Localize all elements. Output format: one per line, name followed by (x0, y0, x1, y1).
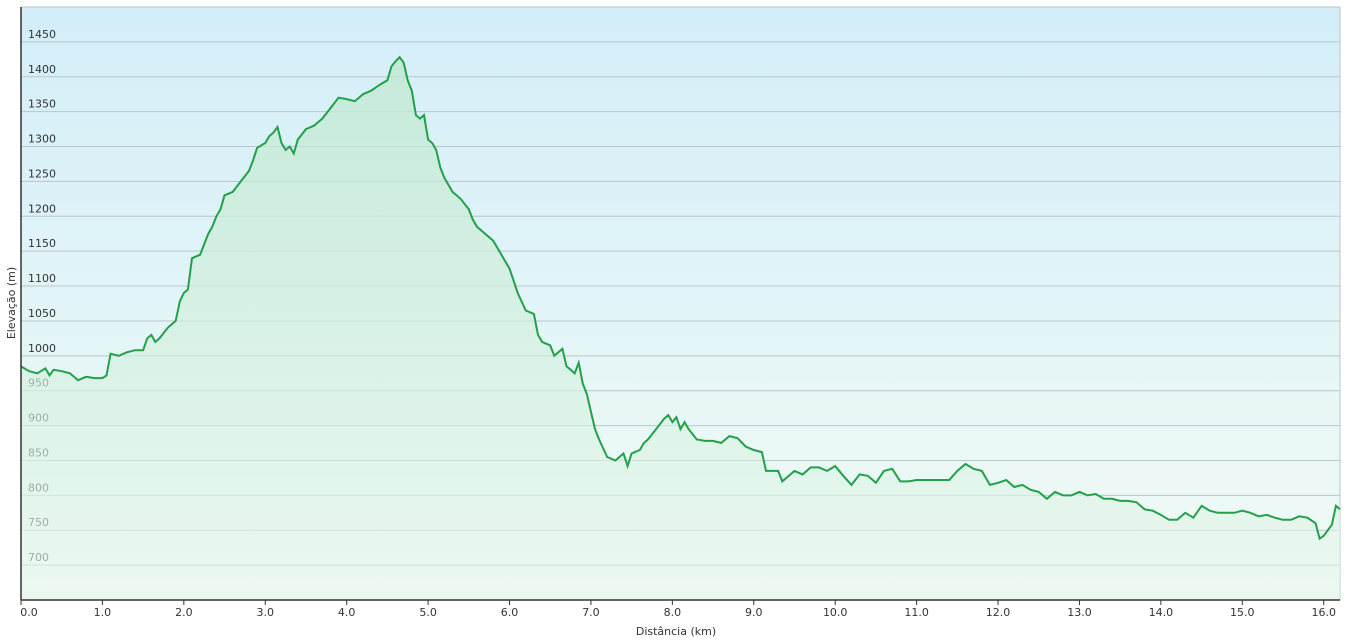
line (20, 55, 1341, 541)
y-tick-label: 1450 (28, 28, 56, 41)
y-tick-label: 1200 (28, 202, 56, 215)
x-tick-label: 9.0 (745, 606, 763, 619)
x-tick-label: 15.0 (1230, 606, 1255, 619)
x-tick-label: 14.0 (1149, 606, 1174, 619)
x-tick-label: 6.0 (501, 606, 519, 619)
y-tick-label: 1150 (28, 237, 56, 250)
y-tick-label: 1000 (28, 342, 56, 355)
x-tick-label: 3.0 (257, 606, 275, 619)
x-tick-label: 10.0 (823, 606, 848, 619)
y-tick-label: 1400 (28, 63, 56, 76)
y-tick-label: 1100 (28, 272, 56, 285)
x-tick-label: 13.0 (1067, 606, 1092, 619)
x-tick-label: 0.0 (20, 606, 38, 619)
y-tick-label: 1350 (28, 98, 56, 111)
area (21, 57, 1340, 600)
x-axis-title: Distância (km) (636, 625, 716, 638)
y-tick-label: 1300 (28, 133, 56, 146)
x-tick-label: 16.0 (1311, 606, 1336, 619)
x-tick-label: 8.0 (664, 606, 682, 619)
x-tick-label: 5.0 (419, 606, 437, 619)
x-tick-label: 4.0 (338, 606, 356, 619)
y-tick-label: 1050 (28, 307, 56, 320)
x-tick-label: 2.0 (175, 606, 193, 619)
x-tick-label: 7.0 (582, 606, 600, 619)
y-axis-title: Elevação (m) (5, 267, 18, 339)
x-tick-label: 1.0 (94, 606, 112, 619)
x-tick-label: 12.0 (986, 606, 1011, 619)
y-tick-label: 1250 (28, 167, 56, 180)
x-tick-label: 11.0 (904, 606, 929, 619)
